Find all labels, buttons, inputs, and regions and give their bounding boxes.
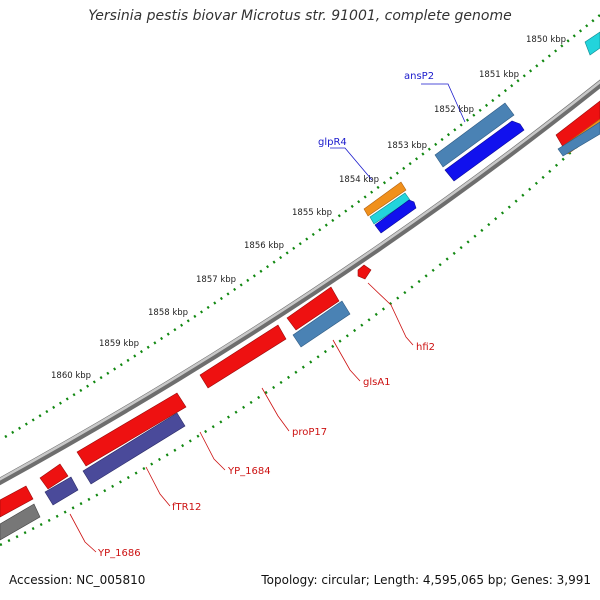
callout-hfi2 xyxy=(367,282,414,346)
gene-red-edge xyxy=(0,485,34,518)
gene-cyan-1854 xyxy=(369,192,411,225)
gene-blue-1854 xyxy=(374,199,417,234)
reverse-strand xyxy=(0,100,600,541)
callout-ansP2 xyxy=(421,83,466,123)
gene-ansP2 xyxy=(434,102,515,168)
gene-YP_1686 xyxy=(44,476,79,506)
gene-proP17 xyxy=(199,324,287,389)
accession-text: Accession: NC_005810 xyxy=(9,573,146,587)
tick-label: 1852 kbp xyxy=(434,105,474,115)
gene-steel-topright xyxy=(557,121,600,157)
inner-tick-track xyxy=(0,124,600,547)
gene-label-fTR12: fTR12 xyxy=(172,502,201,513)
tick-label: 1850 kbp xyxy=(526,35,566,45)
gene-blue-1852 xyxy=(444,120,525,182)
gene-label-hfi2: hfi2 xyxy=(416,342,435,353)
gene-glsA1 xyxy=(292,300,351,348)
tick-label: 1851 kbp xyxy=(479,70,519,80)
gene-red-1857 xyxy=(286,286,340,331)
tick-label: 1856 kbp xyxy=(244,241,284,251)
gene-label-glsA1: glsA1 xyxy=(363,377,391,388)
callout-proP17 xyxy=(261,387,290,432)
tick-label: 1859 kbp xyxy=(99,339,139,349)
tick-label: 1853 kbp xyxy=(387,141,427,151)
callout-YP_1686 xyxy=(69,513,97,553)
callout-YP_1684 xyxy=(199,431,226,471)
tick-label: 1855 kbp xyxy=(292,208,332,218)
gene-gray-edge xyxy=(0,503,41,541)
callout-lines xyxy=(69,83,466,553)
callout-glsA1 xyxy=(332,339,361,382)
gene-label-YP_1684: YP_1684 xyxy=(227,466,271,477)
gene-fTR12 xyxy=(82,412,186,485)
callout-fTR12 xyxy=(145,466,171,507)
tick-label: 1860 kbp xyxy=(51,371,91,381)
gene-hfi2 xyxy=(357,264,372,280)
gene-red-left xyxy=(39,463,69,490)
gene-labels: ansP2 glpR4 hfi2 glsA1 proP17 YP_1684 fT… xyxy=(97,71,435,559)
genome-backbone-highlight xyxy=(0,80,600,481)
gene-label-glpR4: glpR4 xyxy=(318,137,347,148)
gene-YP_1684 xyxy=(76,392,187,467)
gene-label-YP_1686: YP_1686 xyxy=(97,548,141,559)
tick-label: 1857 kbp xyxy=(196,275,236,285)
tick-labels: 1850 kbp 1851 kbp 1852 kbp 1853 kbp 1854… xyxy=(51,35,566,381)
tick-label: 1854 kbp xyxy=(339,175,379,185)
genome-backbone xyxy=(0,79,600,486)
gene-label-ansP2: ansP2 xyxy=(404,71,434,82)
map-title: Yersinia pestis biovar Microtus str. 910… xyxy=(88,8,512,24)
gene-glpR4 xyxy=(363,181,407,217)
genome-summary-text: Topology: circular; Length: 4,595,065 bp… xyxy=(261,573,591,587)
gene-label-proP17: proP17 xyxy=(292,427,327,438)
callout-glpR4 xyxy=(330,147,373,181)
gene-cyan-topright xyxy=(584,31,600,56)
tick-label: 1858 kbp xyxy=(148,308,188,318)
forward-strand xyxy=(363,31,600,234)
